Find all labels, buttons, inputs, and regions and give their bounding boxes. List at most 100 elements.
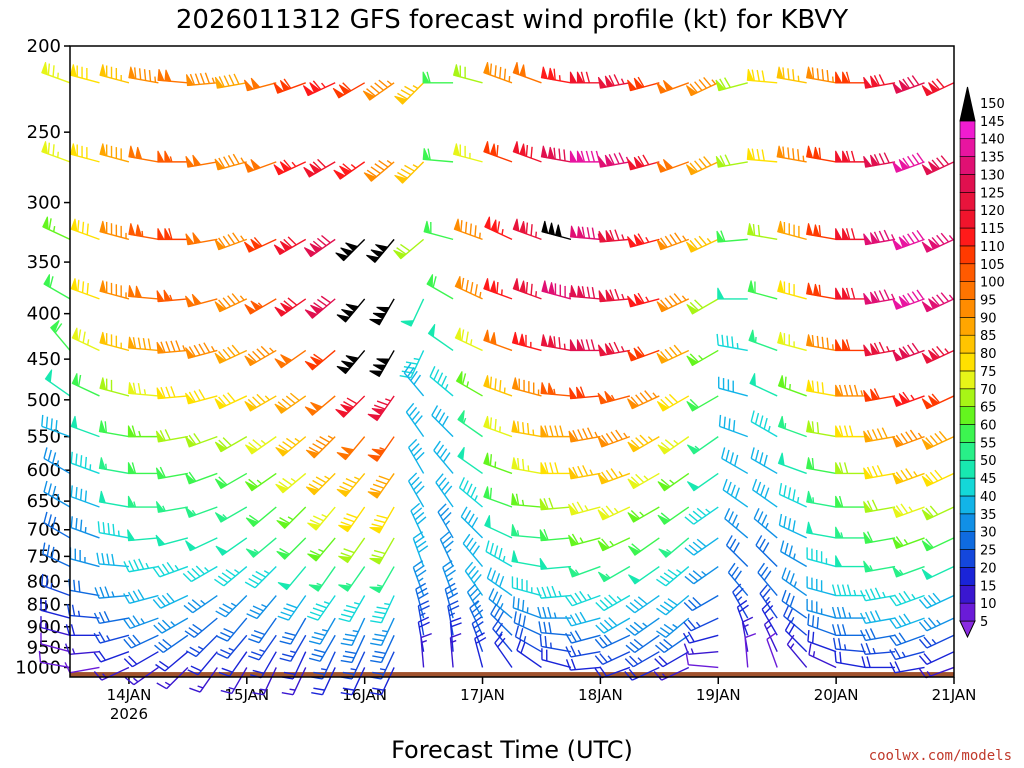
barb-feather [227,346,236,357]
barb-feather [228,74,235,86]
barb-pennant [892,298,903,310]
wind-barb [656,293,690,313]
wind-barb [185,72,218,87]
barb-feather [153,624,163,634]
barb-feather [443,485,453,496]
barb-pennant [569,285,578,298]
barb-half-feather [56,493,60,500]
barb-half-feather [474,495,478,501]
wind-barb [128,66,159,84]
barb-feather [629,602,640,611]
barb-feather [916,152,925,163]
barb-pennant [806,457,814,470]
barb-feather [473,574,482,584]
barb-feather [738,604,749,613]
wind-barb [127,285,159,300]
barb-feather [585,339,591,351]
barb-feather [441,481,450,492]
barb-pennant [921,540,934,552]
barb-feather [624,658,634,668]
barb-feather [464,510,472,521]
barb-feather [837,638,842,650]
wind-barb [539,497,571,511]
wind-barb [492,618,513,653]
barb-feather [79,488,83,501]
barb-pennant [870,343,880,356]
wind-barb [405,402,425,438]
barb-feather [907,344,915,355]
barb-half-feather [594,431,599,438]
barb-feather [416,587,428,595]
wind-barb [214,506,248,523]
colorbar-segment [959,513,976,532]
barb-feather [218,396,227,407]
barb-pennant [333,169,346,180]
wind-barb [244,566,277,589]
barb-feather [546,586,552,598]
barb-feather [467,583,477,593]
barb-half-feather [645,296,650,303]
barb-feather [315,476,327,484]
barb-feather [845,150,851,163]
barb-feather [883,152,890,164]
barb-feather [778,513,783,526]
barb-pennant [548,282,556,296]
barb-feather [861,656,866,668]
barb-pennant [777,415,785,430]
colorbar-segment [959,495,976,515]
barb-pennant [164,69,172,82]
barb-feather [687,619,697,630]
wind-barb [155,466,188,480]
barb-feather [471,604,482,614]
barb-feather [86,223,89,235]
wind-barb [483,62,513,84]
wind-barb [863,531,896,544]
barb-pennant [338,584,352,592]
barb-feather [458,477,465,489]
barb-pennant [776,66,784,80]
barb-feather [489,487,493,500]
wind-barb [214,293,248,313]
barb-feather [340,521,352,527]
barb-pennant [870,232,880,244]
barb-feather [216,652,228,659]
colorbar-segment [959,263,976,282]
barb-feather [307,615,319,621]
barb-feather [731,336,734,348]
barb-pennant [127,462,136,474]
barb-pennant [921,352,934,364]
barb-feather [925,507,934,518]
barb-feather [187,669,199,676]
colorbar-label: 45 [980,472,997,487]
wind-barb [422,71,454,84]
barb-feather [900,433,909,444]
barb-feather [684,575,695,585]
barb-pennant [812,146,821,160]
wind-barb [655,634,690,654]
barb-pennant [274,358,288,369]
barb-half-feather [143,389,147,395]
barb-pennant [806,420,814,434]
barb-feather [170,340,176,352]
barb-pennant [489,280,497,294]
barb-half-feather [553,612,557,619]
barb-pennant [214,398,227,410]
barb-feather [893,616,902,628]
barb-pennant [597,472,609,485]
barb-half-feather [910,394,915,401]
barb-feather [907,292,915,304]
wind-barb [540,66,572,84]
barb-feather [659,604,671,613]
barb-half-feather [705,508,711,514]
barb-pennant [835,287,843,300]
barb-feather [624,670,633,681]
barb-pennant [345,242,359,252]
barb-feather [763,570,772,581]
x-tick-label: 20JAN [814,686,859,704]
wind-barb [921,430,955,450]
barb-pennant [539,498,548,511]
barb-feather [339,485,351,492]
barb-feather [723,77,731,88]
wind-barb [366,238,395,264]
barb-feather [445,569,456,578]
